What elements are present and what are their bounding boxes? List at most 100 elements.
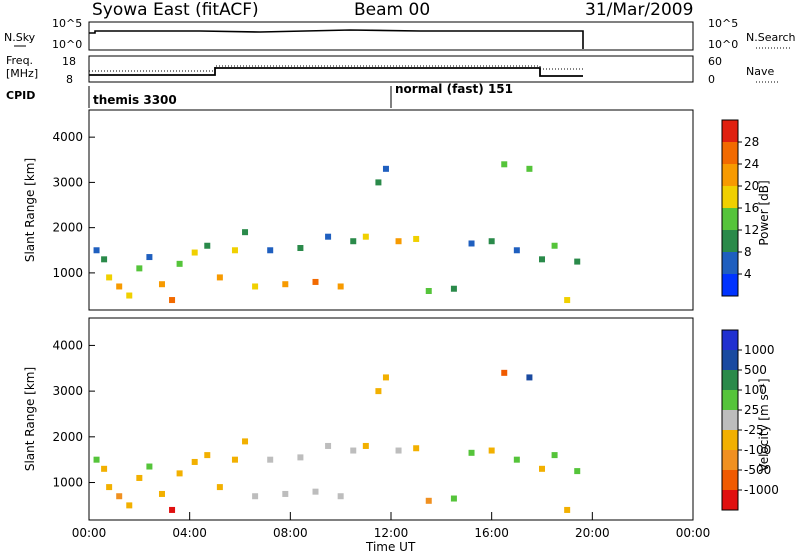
data-point (231, 456, 238, 463)
data-point (501, 369, 508, 376)
freq-panel-frame (88, 55, 694, 83)
data-point (382, 374, 389, 381)
y-tick-label: 3000 (52, 175, 83, 189)
colorbar-segment (722, 470, 738, 490)
data-point (574, 468, 581, 475)
beam-title: Beam 00 (354, 0, 431, 20)
data-point (468, 240, 475, 247)
x-tick-label: 20:00 (575, 526, 610, 540)
velocity-y-ticks: 1000 2000 3000 4000 (52, 338, 95, 490)
y-tick-label: 2000 (52, 430, 83, 444)
data-point (146, 463, 153, 470)
cpid-segment-themis: themis 3300 (93, 93, 177, 107)
colorbar-segment (722, 430, 738, 450)
x-tick-label: 04:00 (172, 526, 207, 540)
colorbar-segment (722, 142, 738, 164)
data-point (551, 242, 558, 249)
colorbar-segment (722, 186, 738, 208)
data-point (116, 283, 123, 290)
colorbar-segment (722, 350, 738, 370)
velocity-ylabel: Slant Range [km] (23, 367, 37, 471)
data-point (101, 256, 108, 263)
x-tick-label: 00:00 (72, 526, 107, 540)
data-point (169, 297, 176, 304)
data-point (513, 247, 520, 254)
colorbar-tick-label: 100 (744, 383, 767, 397)
velocity-panel-frame (88, 317, 694, 521)
data-point (325, 442, 332, 449)
power-ylabel: Slant Range [km] (23, 158, 37, 262)
data-point (267, 247, 274, 254)
colorbar-tick-label: 20 (744, 179, 759, 193)
data-point (395, 238, 402, 245)
velocity-colorbar-label: Velocity [m s⁻¹] (757, 378, 771, 471)
freq-tick-low: 8 (66, 73, 73, 86)
data-point (337, 493, 344, 500)
data-point (501, 161, 508, 168)
colorbar-tick-label: 25 (744, 403, 759, 417)
x-axis-label: Time UT (365, 540, 416, 554)
velocity-data-points (93, 369, 581, 513)
data-point (216, 484, 223, 491)
data-point (282, 281, 289, 288)
data-point (468, 449, 475, 456)
data-point (106, 274, 113, 281)
nsky-panel-frame (88, 21, 694, 51)
data-point (267, 456, 274, 463)
colorbar-tick-label: 16 (744, 201, 759, 215)
data-point (375, 179, 382, 186)
colorbar-tick-label: -25 (744, 423, 764, 437)
data-point (297, 454, 304, 461)
data-point (350, 447, 357, 454)
colorbar-segment (722, 390, 738, 410)
nsearch-label: N.Search (746, 31, 796, 44)
data-point (413, 235, 420, 242)
data-point (526, 374, 533, 381)
colorbar-segment (722, 120, 738, 142)
data-point (564, 506, 571, 513)
freq-series-line (89, 67, 583, 77)
colorbar-tick-label: 24 (744, 157, 759, 171)
data-point (551, 452, 558, 459)
nsky-label: N.Sky (4, 31, 36, 44)
data-point (450, 285, 457, 292)
data-point (146, 254, 153, 261)
data-point (93, 247, 100, 254)
x-tick-label: 16:00 (474, 526, 509, 540)
data-point (337, 283, 344, 290)
colorbar-tick-label: -1000 (744, 483, 779, 497)
colorbar-tick-label: -500 (744, 463, 771, 477)
power-colorbar-label: Power [dB] (757, 180, 771, 245)
colorbar-tick-label: 28 (744, 135, 759, 149)
colorbar-tick-label: -100 (744, 443, 771, 457)
colorbar-tick-label: 12 (744, 223, 759, 237)
data-point (297, 245, 304, 252)
freq-tick-high: 18 (62, 55, 76, 68)
data-point (204, 242, 211, 249)
data-point (425, 287, 432, 294)
data-point (425, 497, 432, 504)
data-point (413, 445, 420, 452)
data-point (176, 470, 183, 477)
y-tick-label: 4000 (52, 130, 83, 144)
x-tick-label: 08:00 (273, 526, 308, 540)
data-point (158, 490, 165, 497)
data-point (106, 484, 113, 491)
y-tick-label: 1000 (52, 476, 83, 490)
nave-series-line (89, 65, 583, 72)
nsky-tick-low: 10^0 (52, 38, 82, 51)
data-point (526, 165, 533, 172)
colorbar-segment (722, 252, 738, 274)
data-point (395, 447, 402, 454)
y-tick-label: 4000 (52, 338, 83, 352)
velocity-colorbar: -1000 -500 -100 -25 25 100 500 1000 (721, 329, 779, 511)
colorbar-segment (722, 450, 738, 470)
data-point (513, 456, 520, 463)
nsky-tick-high: 10^5 (52, 17, 82, 30)
cpid-label: CPID (6, 89, 35, 102)
data-point (93, 456, 100, 463)
data-point (116, 493, 123, 500)
colorbar-segment (722, 230, 738, 252)
data-point (564, 297, 571, 304)
power-y-ticks: 1000 2000 3000 4000 (52, 130, 95, 280)
